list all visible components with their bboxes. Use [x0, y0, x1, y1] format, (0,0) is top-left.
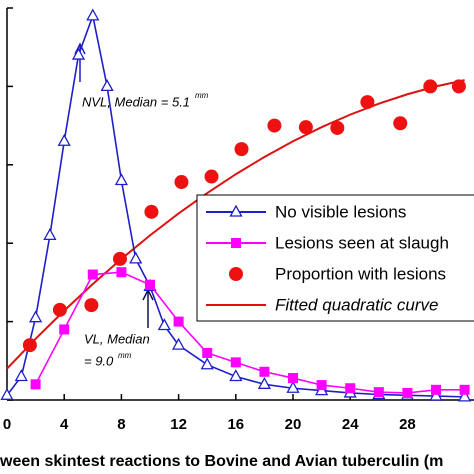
- annotation-unit: mm: [195, 91, 209, 100]
- marker: [360, 95, 375, 110]
- marker: [86, 8, 100, 21]
- marker: [116, 267, 127, 278]
- marker: [298, 120, 313, 135]
- marker: [257, 376, 272, 389]
- annotation: = 9.0: [84, 353, 114, 368]
- marker: [144, 204, 159, 219]
- series-line: [34, 271, 465, 394]
- x-tick-label: 4: [60, 416, 69, 433]
- x-axis-label: ween skintest reactions to Bovine and Av…: [0, 453, 443, 470]
- marker: [288, 373, 299, 384]
- x-tick-label: 28: [399, 416, 416, 433]
- legend-label: Fitted quadratic curve: [275, 295, 438, 314]
- marker: [345, 383, 356, 394]
- marker: [129, 251, 143, 264]
- marker: [202, 347, 213, 358]
- marker: [14, 369, 28, 382]
- marker: [316, 380, 327, 391]
- marker: [59, 324, 70, 335]
- annotation: NVL, Median = 5.1: [82, 94, 190, 109]
- marker: [393, 116, 408, 131]
- x-tick-label: 12: [170, 416, 187, 433]
- marker: [451, 79, 466, 94]
- marker: [0, 387, 14, 400]
- legend-marker: [229, 204, 243, 217]
- x-tick-label: 24: [342, 416, 359, 433]
- marker: [112, 251, 127, 266]
- marker: [145, 279, 156, 290]
- marker: [402, 387, 413, 398]
- x-tick-label: 8: [117, 416, 125, 433]
- marker: [173, 316, 184, 327]
- marker: [57, 133, 71, 146]
- x-tick-label: 20: [285, 416, 302, 433]
- marker: [84, 298, 99, 313]
- marker: [234, 142, 249, 157]
- marker: [230, 357, 241, 368]
- marker: [30, 379, 41, 390]
- annotation-unit: mm: [118, 351, 132, 360]
- marker: [458, 389, 472, 402]
- x-tick-label: 0: [3, 416, 11, 433]
- x-tick-label: 16: [227, 416, 244, 433]
- marker: [172, 337, 186, 350]
- marker: [43, 228, 57, 241]
- marker: [87, 269, 98, 280]
- marker: [229, 369, 243, 382]
- marker: [429, 388, 443, 401]
- legend-marker: [229, 267, 243, 281]
- marker: [114, 173, 129, 186]
- marker: [29, 310, 43, 323]
- marker: [52, 302, 67, 317]
- marker: [259, 366, 270, 377]
- marker: [204, 169, 219, 184]
- legend-label: Lesions seen at slaugh: [275, 233, 449, 252]
- marker: [100, 79, 114, 92]
- marker: [330, 120, 345, 135]
- legend-label: Proportion with lesions: [275, 264, 446, 283]
- marker: [286, 380, 300, 393]
- legend-label: No visible lesions: [275, 202, 406, 221]
- annotation: VL, Median: [84, 331, 150, 346]
- marker: [22, 338, 37, 353]
- legend-box: [196, 194, 474, 322]
- marker: [459, 384, 470, 395]
- marker: [71, 47, 86, 60]
- marker: [200, 357, 214, 370]
- marker: [157, 318, 171, 331]
- marker: [373, 387, 384, 398]
- arrow: [142, 288, 154, 328]
- marker: [423, 79, 438, 94]
- marker: [174, 175, 189, 190]
- marker: [431, 384, 442, 395]
- legend-marker: [231, 238, 241, 248]
- marker: [267, 118, 282, 133]
